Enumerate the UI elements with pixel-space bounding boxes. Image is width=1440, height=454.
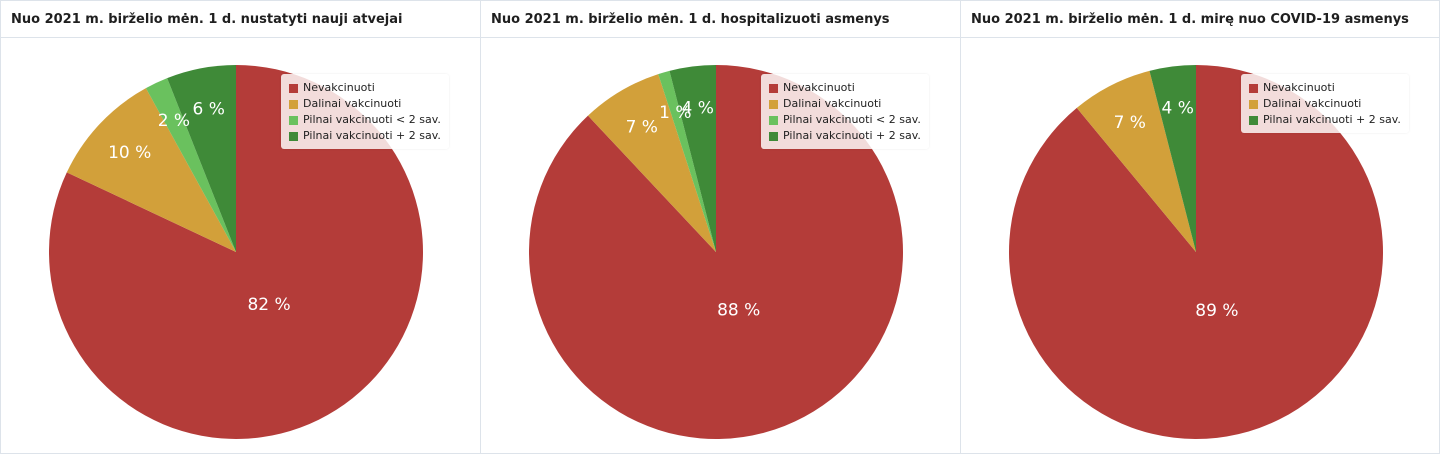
legend-item-pilnai-vakcinuoti-2-sav[interactable]: Pilnai vakcinuoti + 2 sav. bbox=[1249, 112, 1401, 128]
legend-swatch bbox=[289, 83, 298, 93]
legend-swatch bbox=[289, 131, 298, 141]
pie-slice-pilnai-vakcinuoti-2-sav[interactable] bbox=[167, 65, 236, 252]
legend-swatch bbox=[289, 99, 298, 109]
panel-hospitalized: Nuo 2021 m. birželio mėn. 1 d. hospitali… bbox=[480, 0, 960, 454]
slice-label-pilnai-vakcinuoti-2-sav: 2 % bbox=[158, 111, 190, 131]
pie-slice-pilnai-vakcinuoti-2-sav[interactable] bbox=[658, 70, 716, 252]
legend-swatch bbox=[1249, 115, 1258, 125]
slice-label-dalinai-vakcinuoti: 7 % bbox=[626, 117, 658, 137]
panel-header: Nuo 2021 m. birželio mėn. 1 d. nustatyti… bbox=[1, 0, 480, 38]
legend-item-dalinai-vakcinuoti[interactable]: Dalinai vakcinuoti bbox=[769, 96, 921, 112]
legend-label: Dalinai vakcinuoti bbox=[1263, 97, 1362, 110]
legend-swatch bbox=[1249, 83, 1258, 93]
legend-label: Pilnai vakcinuoti < 2 sav. bbox=[303, 113, 441, 126]
pie-slice-dalinai-vakcinuoti[interactable] bbox=[1076, 70, 1196, 252]
legend-item-nevakcinuoti[interactable]: Nevakcinuoti bbox=[769, 80, 921, 96]
panel-header: Nuo 2021 m. birželio mėn. 1 d. hospitali… bbox=[481, 0, 960, 38]
legend-item-pilnai-vakcinuoti-2-sav[interactable]: Pilnai vakcinuoti < 2 sav. bbox=[289, 112, 441, 128]
slice-label-pilnai-vakcinuoti-2-sav: 6 % bbox=[192, 100, 224, 120]
pie-slice-nevakcinuoti[interactable] bbox=[48, 65, 423, 440]
slice-label-nevakcinuoti: 88 % bbox=[717, 300, 760, 320]
chart-legend: Nevakcinuoti Dalinai vakcinuoti Pilnai vak… bbox=[761, 74, 929, 149]
legend-swatch bbox=[1249, 99, 1258, 109]
legend-item-pilnai-vakcinuoti-2-sav[interactable]: Pilnai vakcinuoti < 2 sav. bbox=[769, 112, 921, 128]
panel-new-cases: Nuo 2021 m. birželio mėn. 1 d. nustatyti… bbox=[0, 0, 480, 454]
legend-item-dalinai-vakcinuoti[interactable]: Dalinai vakcinuoti bbox=[289, 96, 441, 112]
legend-swatch bbox=[769, 131, 778, 141]
slice-label-pilnai-vakcinuoti-2-sav: 1 % bbox=[659, 103, 691, 123]
pie-chart-deaths: 89 % 7 % 4 % Nevakcinuoti Dalinai vakcinuot… bbox=[961, 38, 1439, 452]
pie-slice-dalinai-vakcinuoti[interactable] bbox=[66, 88, 237, 252]
legend-swatch bbox=[769, 99, 778, 109]
legend-label: Nevakcinuoti bbox=[1263, 81, 1335, 94]
slice-label-dalinai-vakcinuoti: 7 % bbox=[1114, 113, 1146, 133]
legend-item-dalinai-vakcinuoti[interactable]: Dalinai vakcinuoti bbox=[1249, 96, 1401, 112]
legend-item-pilnai-vakcinuoti-2-sav[interactable]: Pilnai vakcinuoti + 2 sav. bbox=[769, 128, 921, 144]
slice-label-nevakcinuoti: 82 % bbox=[247, 295, 290, 315]
legend-label: Nevakcinuoti bbox=[783, 81, 855, 94]
pie-chart-svg: 82 % 10 % 2 %6 % bbox=[48, 65, 423, 440]
legend-item-nevakcinuoti[interactable]: Nevakcinuoti bbox=[1249, 80, 1401, 96]
pie-chart-svg: 89 % 7 % 4 % bbox=[1009, 65, 1383, 439]
legend-item-nevakcinuoti[interactable]: Nevakcinuoti bbox=[289, 80, 441, 96]
pie-slice-dalinai-vakcinuoti[interactable] bbox=[587, 74, 716, 252]
legend-item-pilnai-vakcinuoti-2-sav[interactable]: Pilnai vakcinuoti + 2 sav. bbox=[289, 128, 441, 144]
pie-slice-pilnai-vakcinuoti-2-sav[interactable] bbox=[669, 65, 716, 252]
legend-swatch bbox=[769, 115, 778, 125]
pie-chart-hospitalized: 88 % 7 % 1 % 4 % Nevakcinuoti Dalinai vakcin… bbox=[481, 38, 959, 452]
chart-legend: Nevakcinuoti Dalinai vakcinuoti Pilnai vak… bbox=[281, 74, 449, 149]
chart-legend: Nevakcinuoti Dalinai vakcinuoti Pilnai vak… bbox=[1241, 74, 1409, 133]
pie-chart-svg: 88 % 7 %1 %4 % bbox=[529, 65, 903, 439]
panel-header: Nuo 2021 m. birželio mėn. 1 d. mirę nuo … bbox=[961, 0, 1439, 38]
pie-slice-pilnai-vakcinuoti-2-sav[interactable] bbox=[1149, 65, 1196, 252]
slice-label-pilnai-vakcinuoti-2-sav: 4 % bbox=[1162, 98, 1194, 118]
slice-label-nevakcinuoti: 89 % bbox=[1195, 301, 1238, 321]
panel-title: Nuo 2021 m. birželio mėn. 1 d. mirę nuo … bbox=[971, 11, 1409, 27]
slice-label-dalinai-vakcinuoti: 10 % bbox=[108, 143, 151, 163]
legend-swatch bbox=[289, 115, 298, 125]
legend-label: Pilnai vakcinuoti < 2 sav. bbox=[783, 113, 921, 126]
legend-swatch bbox=[769, 83, 778, 93]
panel-title: Nuo 2021 m. birželio mėn. 1 d. hospitali… bbox=[491, 11, 890, 27]
legend-label: Pilnai vakcinuoti + 2 sav. bbox=[783, 129, 921, 142]
panel-title: Nuo 2021 m. birželio mėn. 1 d. nustatyti… bbox=[11, 11, 403, 27]
legend-label: Dalinai vakcinuoti bbox=[783, 97, 882, 110]
legend-label: Nevakcinuoti bbox=[303, 81, 375, 94]
slice-label-pilnai-vakcinuoti-2-sav: 4 % bbox=[682, 98, 714, 118]
legend-label: Dalinai vakcinuoti bbox=[303, 97, 402, 110]
panel-deaths: Nuo 2021 m. birželio mėn. 1 d. mirę nuo … bbox=[960, 0, 1440, 454]
legend-label: Pilnai vakcinuoti + 2 sav. bbox=[1263, 113, 1401, 126]
pie-slice-pilnai-vakcinuoti-2-sav[interactable] bbox=[145, 78, 236, 252]
pie-chart-new-cases: 82 % 10 % 2 % 6 % Nevakcinuoti Dalinai vakci… bbox=[1, 38, 479, 452]
legend-label: Pilnai vakcinuoti + 2 sav. bbox=[303, 129, 441, 142]
